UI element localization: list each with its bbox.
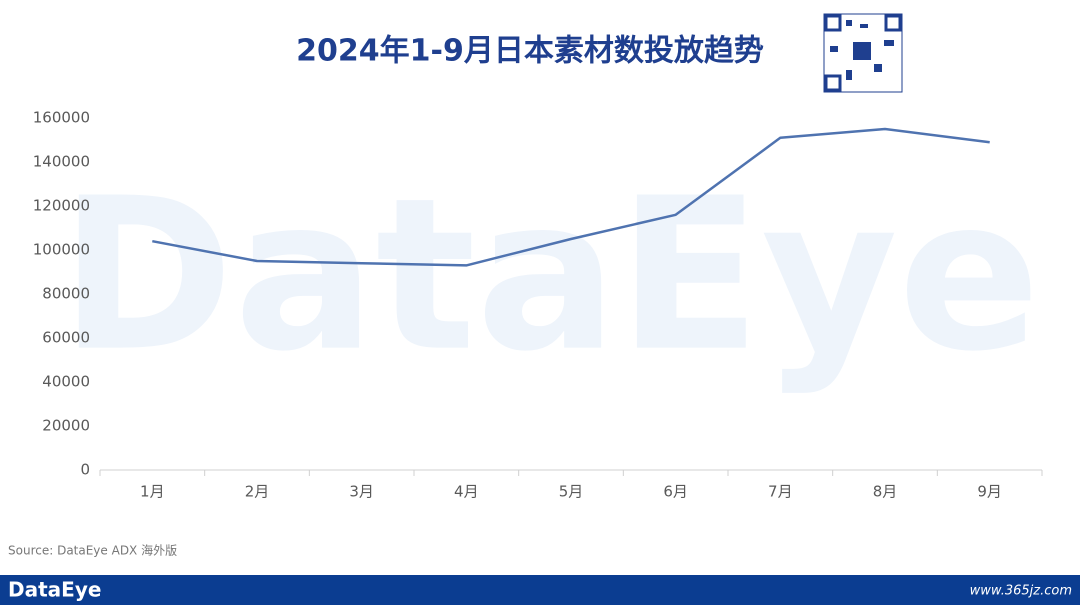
y-tick-label: 160000	[33, 109, 90, 127]
y-tick-label: 100000	[33, 241, 90, 259]
y-tick-label: 80000	[42, 285, 90, 303]
source-note: Source: DataEye ADX 海外版	[8, 543, 177, 558]
footer-bar	[0, 575, 1080, 605]
y-tick-label: 40000	[42, 373, 90, 391]
x-tick-label: 2月	[245, 483, 270, 501]
x-tick-label: 8月	[873, 483, 898, 501]
chart-title: 2024年1-9月日本素材数投放趋势	[296, 34, 764, 69]
y-tick-label: 140000	[33, 153, 90, 171]
data-line	[152, 127, 990, 267]
x-tick-label: 1月	[140, 483, 165, 501]
qr-code	[823, 13, 903, 93]
x-tick-label: 9月	[977, 483, 1002, 501]
x-tick-label: 4月	[454, 483, 479, 501]
x-tick-label: 7月	[768, 483, 793, 501]
y-tick-label: 20000	[42, 417, 90, 435]
watermark: DataEye	[60, 153, 1041, 398]
y-tick-label: 60000	[42, 329, 90, 347]
x-tick-label: 6月	[663, 483, 688, 501]
x-tick-label: 5月	[559, 483, 584, 501]
x-tick-label: 3月	[349, 483, 374, 501]
y-tick-label: 0	[80, 461, 90, 479]
y-tick-label: 120000	[33, 197, 90, 215]
footer-site: www.365jz.com	[970, 584, 1072, 599]
footer-logo: DataEye	[8, 578, 101, 602]
